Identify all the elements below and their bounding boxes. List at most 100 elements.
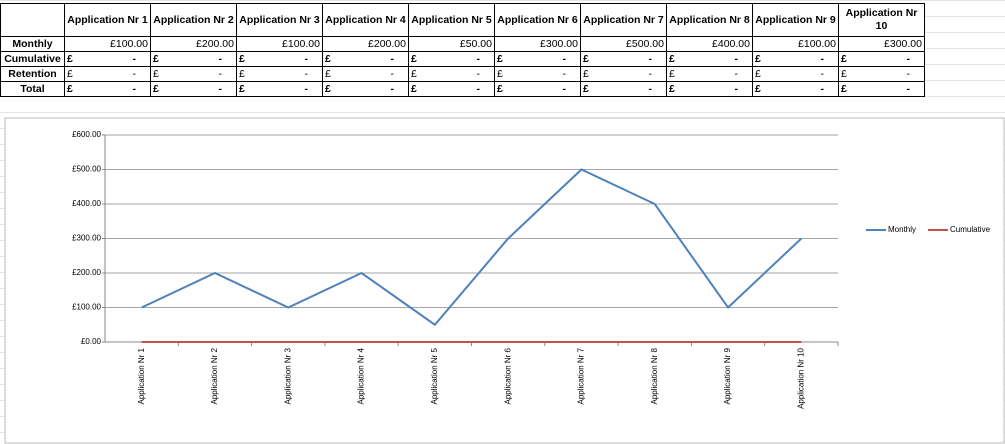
currency-symbol: £ — [669, 53, 675, 65]
table-row: Total £ - £ - £ - £ - £ - £ - £ - £ - £ - £ - — [0, 81, 925, 97]
currency-symbol: £ — [67, 83, 73, 95]
currency-symbol: £ — [239, 53, 245, 65]
amount: - — [390, 68, 395, 80]
amount: - — [218, 68, 223, 80]
table-row: Retention £ - £ - £ - £ - £ - £ - £ - £ - £ - £ - — [0, 66, 925, 82]
amount: - — [132, 53, 137, 65]
currency-symbol: £ — [67, 53, 73, 65]
amount: - — [906, 83, 911, 95]
header-row: Application Nr 1 Application Nr 2 Applicat… — [0, 3, 925, 37]
currency-symbol: £ — [755, 83, 761, 95]
header-cell: Application Nr 7 — [580, 3, 667, 37]
header-cell: Application Nr 1 — [64, 3, 151, 37]
amount: - — [562, 83, 567, 95]
x-tick-label: Application Nr 6 — [503, 347, 512, 404]
currency-symbol: £ — [669, 83, 675, 95]
x-tick-label: Application Nr 8 — [650, 347, 659, 404]
x-tick-label: Application Nr 4 — [357, 347, 366, 404]
legend-label: Cumulative — [950, 225, 991, 234]
currency-symbol: £ — [411, 83, 417, 95]
amount: - — [820, 68, 825, 80]
currency-symbol: £ — [325, 83, 331, 95]
row-label: Total — [0, 81, 65, 97]
x-tick-label: Application Nr 1 — [137, 347, 146, 404]
x-tick-label: Application Nr 7 — [577, 347, 586, 404]
currency-symbol: £ — [841, 83, 847, 95]
amount: - — [476, 53, 481, 65]
legend-label: Monthly — [888, 225, 916, 234]
amount: - — [132, 83, 137, 95]
amount: - — [562, 53, 567, 65]
amount: - — [734, 53, 739, 65]
amount: - — [734, 83, 739, 95]
currency-symbol: £ — [325, 53, 331, 65]
x-tick-label: Application Nr 5 — [430, 347, 439, 404]
row-label: Retention — [0, 66, 65, 82]
amount: - — [390, 83, 395, 95]
value-cell: £ - — [64, 81, 151, 97]
x-tick-label: Application Nr 3 — [283, 347, 292, 404]
data-table: Application Nr 1 Application Nr 2 Applicat… — [0, 3, 925, 97]
header-cell: Application Nr 9 — [752, 3, 839, 37]
series-line — [141, 168, 803, 327]
currency-symbol: £ — [497, 53, 503, 65]
currency-symbol: £ — [153, 68, 159, 80]
value-cell: £ - — [322, 81, 409, 97]
currency-symbol: £ — [583, 68, 589, 80]
value-cell: £500.00 — [580, 36, 667, 52]
value-cell: £ - — [752, 81, 839, 97]
currency-symbol: £ — [411, 53, 417, 65]
amount: - — [820, 83, 825, 95]
amount: - — [734, 68, 739, 80]
amount: - — [648, 68, 653, 80]
amount: - — [648, 53, 653, 65]
amount: - — [218, 83, 223, 95]
value-cell: £100.00 — [752, 36, 839, 52]
amount: - — [906, 53, 911, 65]
y-tick-label: £0.00 — [81, 337, 102, 346]
currency-symbol: £ — [411, 68, 417, 80]
y-tick-label: £300.00 — [72, 234, 101, 243]
currency-symbol: £ — [325, 68, 331, 80]
amount: - — [476, 83, 481, 95]
currency-symbol: £ — [67, 68, 73, 80]
value-cell: £ - — [580, 81, 667, 97]
header-cell: Application Nr 10 — [838, 3, 925, 37]
currency-symbol: £ — [497, 68, 503, 80]
y-tick-label: £600.00 — [72, 130, 101, 139]
currency-symbol: £ — [841, 53, 847, 65]
amount: - — [218, 53, 223, 65]
currency-symbol: £ — [755, 53, 761, 65]
value-cell: £ - — [494, 81, 581, 97]
amount: - — [390, 53, 395, 65]
currency-symbol: £ — [669, 68, 675, 80]
header-cell: Application Nr 8 — [666, 3, 753, 37]
value-cell: £200.00 — [322, 36, 409, 52]
y-tick-label: £100.00 — [72, 303, 101, 312]
currency-symbol: £ — [755, 68, 761, 80]
y-tick-label: £500.00 — [72, 165, 101, 174]
amount: - — [304, 83, 309, 95]
currency-symbol: £ — [583, 83, 589, 95]
chart-area — [4, 117, 1005, 444]
currency-symbol: £ — [239, 68, 245, 80]
y-tick-label: £400.00 — [72, 199, 101, 208]
amount: - — [476, 68, 481, 80]
amount: - — [820, 53, 825, 65]
amount: - — [906, 68, 911, 80]
y-tick-label: £200.00 — [72, 268, 101, 277]
amount: - — [132, 68, 137, 80]
header-cell: Application Nr 5 — [408, 3, 495, 37]
value-cell: £ - — [838, 81, 925, 97]
table-row: Cumulative £ - £ - £ - £ - £ - £ - £ - £ - £ - £ - — [0, 51, 925, 67]
x-tick-label: Application Nr 10 — [796, 347, 805, 408]
table-row: Monthly £100.00 £200.00 £100.00 £200.00 £50.0… — [0, 36, 925, 52]
currency-symbol: £ — [153, 53, 159, 65]
x-tick-label: Application Nr 2 — [210, 347, 219, 404]
amount: - — [648, 83, 653, 95]
x-tick-label: Application Nr 9 — [723, 347, 732, 404]
corner-cell — [0, 3, 65, 37]
currency-symbol: £ — [239, 83, 245, 95]
